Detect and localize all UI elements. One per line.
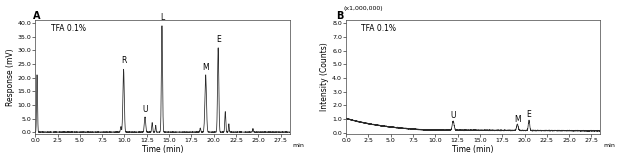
- Text: min: min: [292, 143, 304, 148]
- Text: L: L: [160, 13, 164, 22]
- X-axis label: Time (min): Time (min): [453, 145, 494, 154]
- Text: TFA 0.1%: TFA 0.1%: [50, 24, 86, 33]
- Text: U: U: [450, 112, 456, 120]
- Text: E: E: [526, 110, 531, 119]
- Text: B: B: [336, 11, 343, 21]
- Y-axis label: Intensity (Counts): Intensity (Counts): [321, 43, 329, 111]
- Text: M: M: [514, 115, 521, 124]
- Text: TFA 0.1%: TFA 0.1%: [361, 24, 396, 33]
- X-axis label: Time (min): Time (min): [141, 145, 183, 154]
- Text: (x1,000,000): (x1,000,000): [343, 6, 383, 11]
- Y-axis label: Response (mV): Response (mV): [6, 48, 14, 106]
- Text: A: A: [33, 11, 40, 21]
- Text: E: E: [216, 35, 221, 44]
- Text: U: U: [142, 105, 148, 114]
- Text: R: R: [121, 56, 126, 65]
- Text: min: min: [603, 143, 615, 148]
- Text: M: M: [202, 63, 209, 72]
